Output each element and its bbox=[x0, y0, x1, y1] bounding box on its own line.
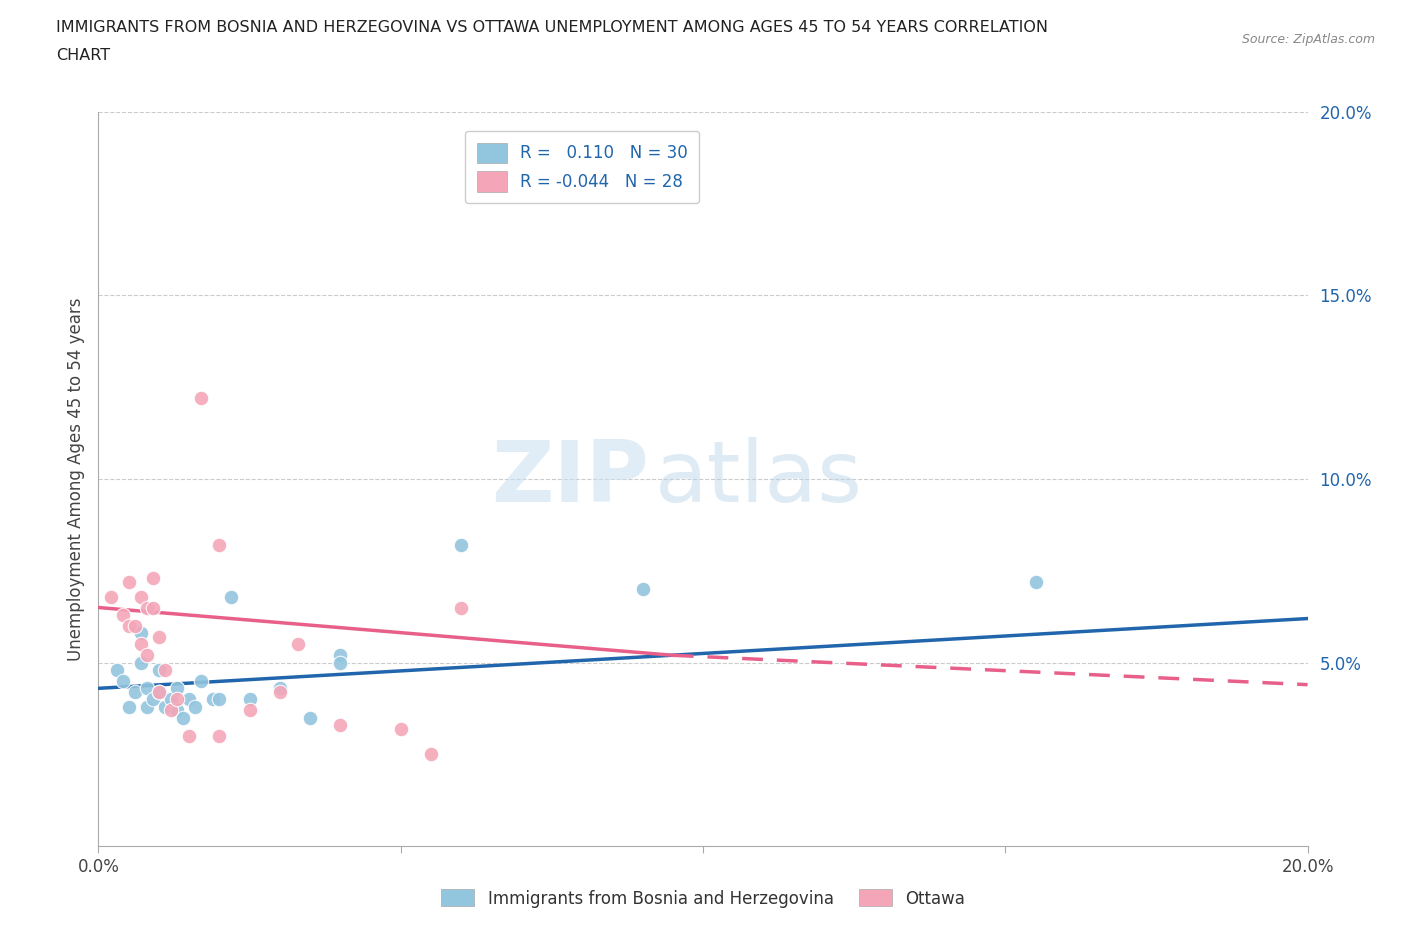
Text: ZIP: ZIP bbox=[491, 437, 648, 521]
Point bbox=[166, 692, 188, 707]
Point bbox=[160, 692, 183, 707]
Point bbox=[420, 747, 443, 762]
Point bbox=[208, 729, 231, 744]
Point bbox=[148, 684, 170, 699]
Point bbox=[450, 600, 472, 615]
Point bbox=[111, 607, 134, 622]
Y-axis label: Unemployment Among Ages 45 to 54 years: Unemployment Among Ages 45 to 54 years bbox=[66, 298, 84, 660]
Point bbox=[135, 600, 157, 615]
Point bbox=[202, 692, 225, 707]
Point bbox=[269, 684, 291, 699]
Point bbox=[135, 699, 157, 714]
Point bbox=[450, 538, 472, 552]
Point bbox=[287, 637, 309, 652]
Point bbox=[129, 655, 152, 670]
Legend: Immigrants from Bosnia and Herzegovina, Ottawa: Immigrants from Bosnia and Herzegovina, … bbox=[434, 883, 972, 914]
Point bbox=[239, 692, 262, 707]
Point bbox=[129, 637, 152, 652]
Text: IMMIGRANTS FROM BOSNIA AND HERZEGOVINA VS OTTAWA UNEMPLOYMENT AMONG AGES 45 TO 5: IMMIGRANTS FROM BOSNIA AND HERZEGOVINA V… bbox=[56, 20, 1049, 35]
Legend: R =   0.110   N = 30, R = -0.044   N = 28: R = 0.110 N = 30, R = -0.044 N = 28 bbox=[465, 131, 699, 204]
Point bbox=[129, 626, 152, 641]
Text: CHART: CHART bbox=[56, 48, 110, 63]
Point bbox=[135, 681, 157, 696]
Point bbox=[153, 662, 176, 677]
Point bbox=[221, 589, 243, 604]
Point bbox=[135, 648, 157, 663]
Point bbox=[179, 692, 201, 707]
Point bbox=[124, 684, 146, 699]
Point bbox=[160, 703, 183, 718]
Point bbox=[179, 729, 201, 744]
Point bbox=[299, 711, 322, 725]
Point bbox=[208, 538, 231, 552]
Point bbox=[124, 618, 146, 633]
Point bbox=[148, 662, 170, 677]
Point bbox=[148, 630, 170, 644]
Point bbox=[190, 391, 212, 405]
Point bbox=[118, 699, 141, 714]
Point bbox=[100, 589, 122, 604]
Point bbox=[208, 692, 231, 707]
Point bbox=[190, 673, 212, 688]
Point bbox=[239, 703, 262, 718]
Point bbox=[172, 711, 194, 725]
Point bbox=[129, 589, 152, 604]
Text: Source: ZipAtlas.com: Source: ZipAtlas.com bbox=[1241, 33, 1375, 46]
Point bbox=[631, 582, 654, 597]
Point bbox=[111, 673, 134, 688]
Point bbox=[105, 662, 128, 677]
Point bbox=[142, 692, 165, 707]
Point bbox=[661, 159, 683, 174]
Point bbox=[118, 575, 141, 590]
Point bbox=[142, 571, 165, 586]
Point bbox=[166, 681, 188, 696]
Point bbox=[389, 722, 412, 737]
Point bbox=[269, 681, 291, 696]
Point bbox=[329, 648, 352, 663]
Point bbox=[142, 600, 165, 615]
Point bbox=[329, 718, 352, 733]
Text: atlas: atlas bbox=[655, 437, 863, 521]
Point bbox=[184, 699, 207, 714]
Point bbox=[148, 684, 170, 699]
Point bbox=[153, 699, 176, 714]
Point bbox=[1024, 575, 1046, 590]
Point bbox=[329, 655, 352, 670]
Point bbox=[118, 618, 141, 633]
Point bbox=[166, 703, 188, 718]
